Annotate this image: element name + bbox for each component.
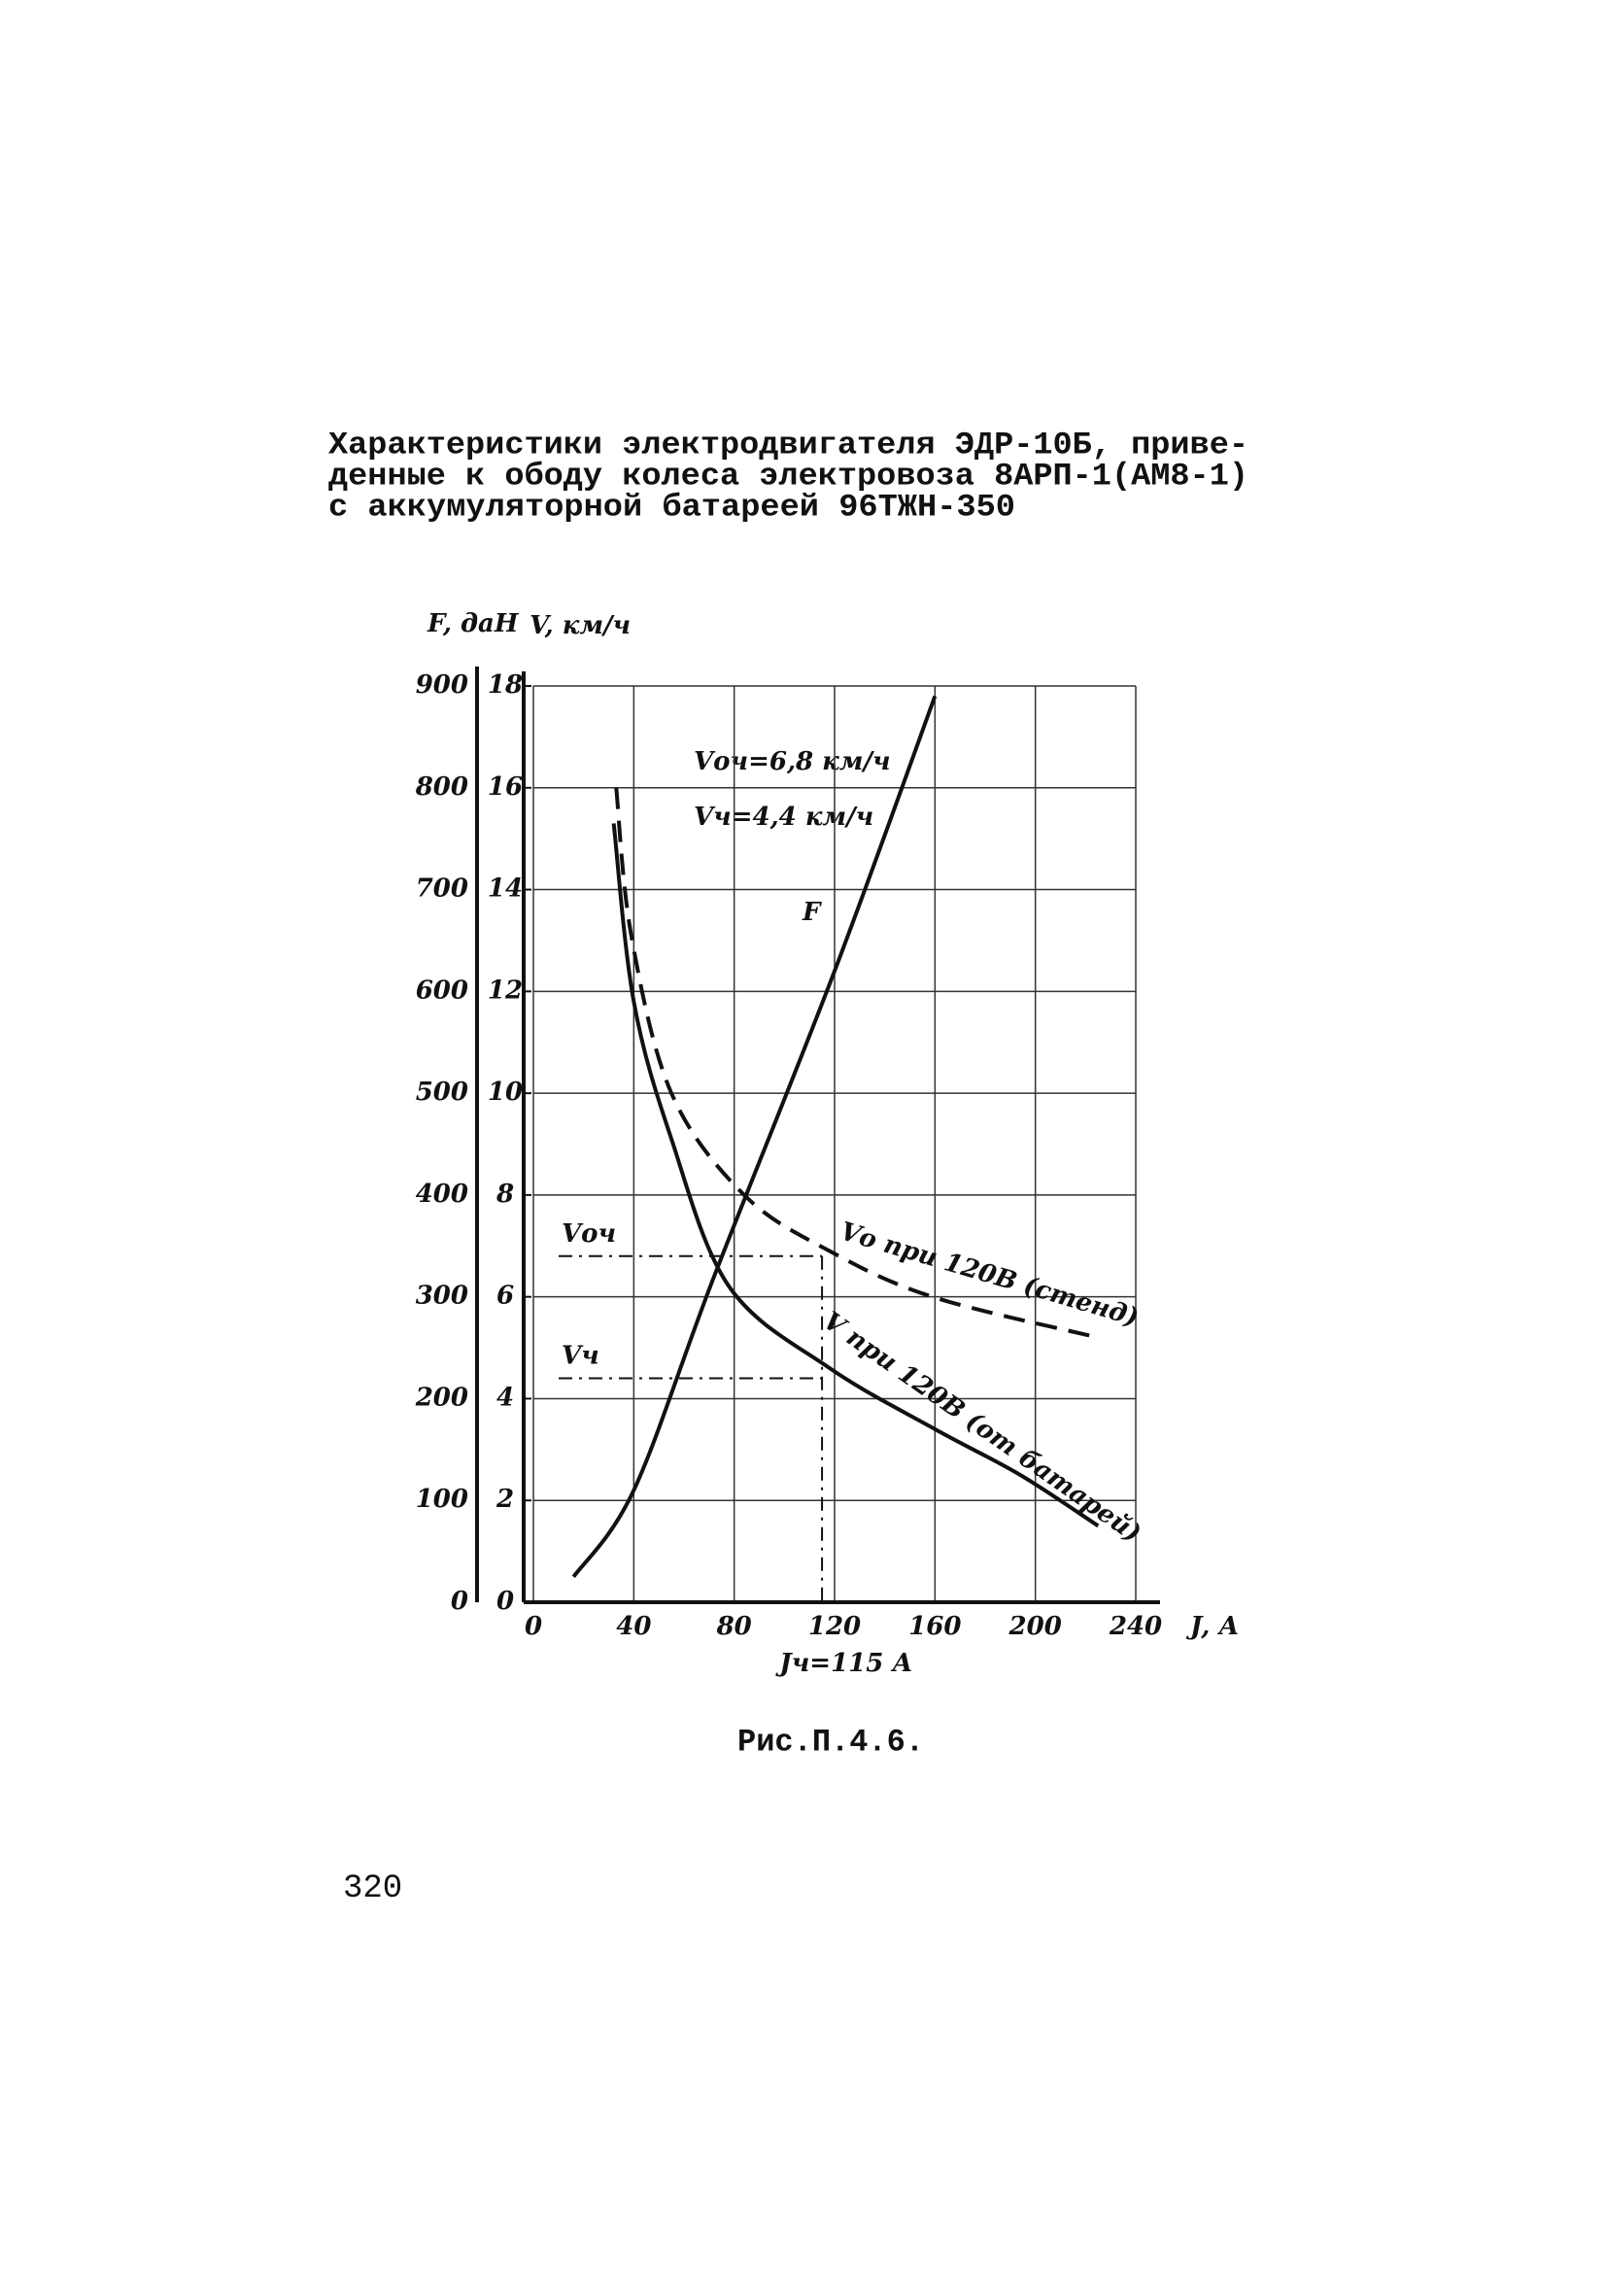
y2-tick-label: 0	[496, 1587, 514, 1616]
series-line	[571, 695, 938, 1578]
series-line	[611, 823, 1100, 1528]
x-tick-label: 160	[908, 1612, 961, 1641]
y-tick-label: 700	[416, 874, 468, 904]
y-tick-label: 100	[416, 1485, 468, 1514]
y2-tick-label: 2	[495, 1485, 514, 1514]
annotation: Vч=4,4 км/ч	[694, 803, 873, 832]
caption: Рис.П.4.6.	[737, 1724, 924, 1760]
y-tick-label: 0	[451, 1587, 468, 1616]
y-tick-label: 900	[416, 670, 468, 700]
y2-tick-label: 18	[488, 670, 523, 700]
y2-tick-label: 8	[495, 1180, 514, 1209]
y-tick-label: 200	[415, 1383, 468, 1412]
reference-label: Vоч	[562, 1219, 616, 1249]
reference-label: Jч=115 А	[774, 1649, 912, 1678]
y-tick-label: 800	[415, 772, 468, 802]
y-tick-label: 300	[416, 1282, 468, 1311]
series-label: V при 120В (от батарей)	[818, 1307, 1146, 1549]
title-line: с аккумуляторной батареей 96ТЖН-350	[328, 489, 1015, 525]
series-line	[614, 787, 1099, 1340]
y-tick-label: 600	[416, 976, 468, 1005]
y2-tick-label: 14	[488, 874, 523, 904]
x-axis-label: J, А	[1185, 1612, 1240, 1641]
y-tick-label: 500	[416, 1078, 468, 1107]
series-label: Vо при 120В (стенд)	[837, 1217, 1142, 1332]
y2-tick-label: 10	[488, 1078, 523, 1107]
y2-tick-label: 4	[496, 1383, 514, 1412]
y2-axis-label: V, км/ч	[530, 611, 631, 640]
x-tick-label: 240	[1109, 1612, 1162, 1641]
series-label: F	[802, 898, 822, 927]
page-number: 320	[343, 1870, 402, 1907]
x-tick-label: 40	[616, 1612, 651, 1641]
x-tick-label: 80	[716, 1612, 752, 1641]
x-tick-label: 120	[808, 1612, 861, 1641]
reference-label: Vч	[562, 1341, 599, 1370]
y2-tick-label: 6	[496, 1282, 514, 1311]
title-line: денные к ободу колеса электровоза 8АРП-1…	[328, 458, 1248, 494]
y-axis-label: F, даН	[427, 609, 520, 638]
title-line: Характеристики электродвигателя ЭДР-10Б,…	[328, 427, 1248, 463]
x-tick-label: 0	[525, 1612, 542, 1641]
x-tick-label: 200	[1008, 1612, 1062, 1641]
y-tick-label: 400	[416, 1180, 468, 1209]
annotation: Vоч=6,8 км/ч	[694, 747, 891, 776]
y2-tick-label: 12	[488, 976, 523, 1005]
y2-tick-label: 16	[488, 772, 523, 802]
